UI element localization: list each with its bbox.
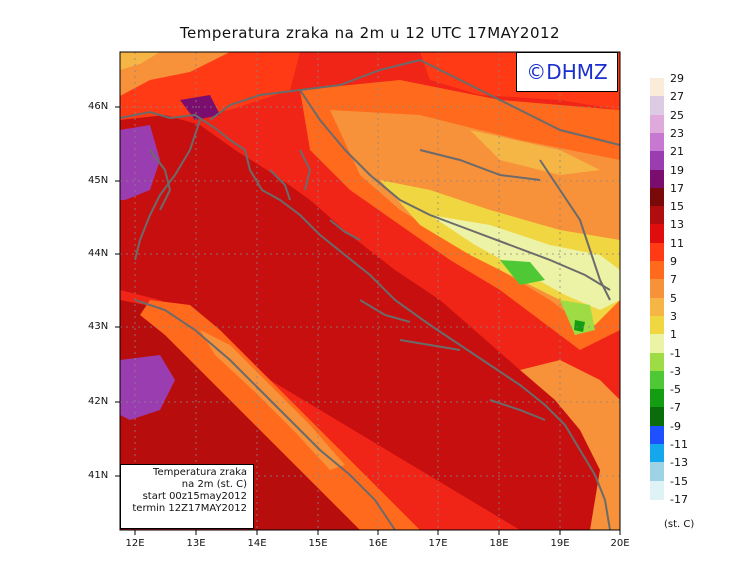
legend-label: -11 (670, 438, 688, 451)
lon-label-13e: 13E (186, 538, 206, 549)
legend-swatch (650, 114, 664, 134)
legend-label: 15 (670, 200, 684, 214)
legend-swatch (650, 315, 664, 335)
legend-swatch (650, 279, 664, 299)
legend-swatch (650, 261, 664, 280)
legend-swatch (650, 370, 664, 390)
legend-swatch (650, 334, 664, 354)
legend-label: 3 (670, 309, 677, 323)
legend-swatch (650, 389, 664, 409)
legend-label: 27 (670, 90, 684, 104)
legend-label: 13 (670, 218, 684, 232)
legend-label: -1 (670, 346, 681, 360)
run-info-box: Temperatura zraka na 2m (st. C) start 00… (120, 464, 254, 529)
lon-label-18e: 18E (489, 538, 509, 549)
legend-swatch (650, 224, 664, 244)
legend-swatch (650, 96, 664, 116)
legend-swatch (650, 206, 664, 226)
lon-label-15e: 15E (308, 538, 328, 549)
info-line-3: start 00z15may2012 (142, 491, 247, 502)
lon-label-17e: 17E (428, 538, 448, 549)
legend-label: 7 (670, 273, 677, 287)
legend-label: 21 (670, 145, 684, 159)
dhmz-logo: ©DHMZ (516, 52, 618, 92)
info-line-4: termin 12Z17MAY2012 (132, 503, 247, 514)
legend-swatch (650, 352, 664, 372)
legend-swatch (650, 151, 664, 171)
north-cool (120, 52, 230, 96)
green-patch-3 (574, 320, 585, 332)
green-patch-2 (560, 300, 595, 335)
legend-label: -17 (670, 492, 688, 506)
lat-label-41n: 41N (88, 470, 109, 481)
legend-label: -13 (670, 456, 688, 470)
purple-w (120, 355, 175, 420)
map-field (120, 52, 620, 530)
coastlines (120, 59, 620, 530)
legend-label: 25 (670, 108, 684, 122)
legend-swatch (650, 169, 664, 189)
ne-yellow (470, 130, 600, 175)
legend-label: 29 (670, 72, 684, 85)
legend-label: -7 (670, 401, 681, 415)
legend-swatch (650, 297, 664, 317)
lat-label-43n: 43N (88, 321, 109, 332)
legend-swatch (650, 407, 664, 427)
legend-label: 1 (670, 328, 677, 342)
legend-label: 9 (670, 255, 677, 268)
legend-swatch (650, 187, 664, 207)
legend-label: -3 (670, 364, 681, 378)
legend-swatch (650, 480, 664, 500)
lon-label-19e: 19E (550, 538, 570, 549)
lon-label-12e: 12E (125, 538, 145, 549)
info-line-1: Temperatura zraka (153, 467, 247, 478)
legend-label: 11 (670, 236, 684, 250)
lat-label-46n: 46N (88, 101, 109, 112)
map-title: Temperatura zraka na 2m u 12 UTC 17MAY20… (179, 24, 561, 42)
lat-label-45n: 45N (88, 175, 109, 186)
lon-label-20e: 20E (610, 538, 630, 549)
legend-label: -9 (670, 419, 681, 433)
map-frame (119, 51, 621, 531)
legend-swatch (650, 425, 664, 445)
legend-label: 19 (670, 163, 684, 177)
lon-label-14e: 14E (247, 538, 267, 549)
lat-label-42n: 42N (88, 396, 109, 407)
lon-label-16e: 16E (368, 538, 388, 549)
legend-swatch (650, 444, 664, 463)
se-band (520, 360, 620, 530)
legend-label: -5 (670, 383, 681, 397)
legend-swatch (650, 132, 664, 152)
axis-ticks (115, 106, 621, 535)
legend-units: (st. C) (664, 519, 695, 530)
legend-label: 5 (670, 291, 677, 305)
legend-label: 23 (670, 126, 684, 140)
legend-swatch (650, 462, 664, 482)
adriatic-sea (120, 115, 620, 530)
purple-n (180, 95, 220, 120)
legend-swatch (650, 242, 664, 262)
legend-swatch (650, 78, 664, 97)
info-line-2: na 2m (st. C) (181, 479, 247, 490)
green-patch-1 (500, 260, 545, 285)
north-cooler (120, 52, 160, 70)
lat-label-44n: 44N (88, 248, 109, 259)
legend-label: 17 (670, 181, 684, 195)
legend-label: -15 (670, 474, 688, 488)
